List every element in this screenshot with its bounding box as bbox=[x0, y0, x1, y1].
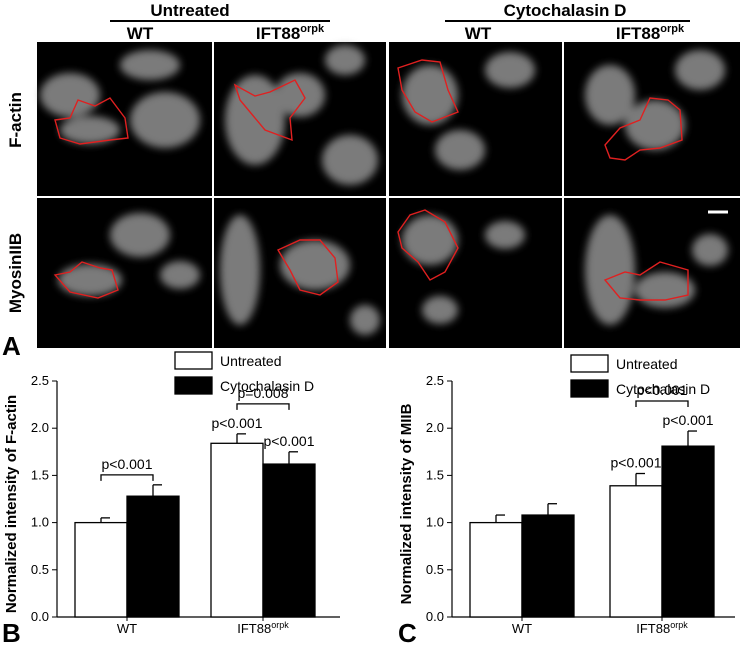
bar bbox=[210, 442, 264, 618]
bar bbox=[521, 514, 575, 618]
cell-outline bbox=[53, 59, 689, 301]
annotation: p<0.001 bbox=[264, 433, 315, 449]
annotation: p<0.001 bbox=[637, 382, 688, 398]
legend-label: Cytochalasin D bbox=[220, 378, 314, 394]
bar bbox=[74, 521, 128, 618]
row-title: MyosinIIB bbox=[6, 233, 25, 313]
x-tick-label-main: IFT88 bbox=[636, 621, 670, 636]
column-title: WT bbox=[465, 24, 492, 43]
y-tick-label: 0.0 bbox=[426, 609, 444, 624]
x-tick-label-sup: orpk bbox=[271, 620, 289, 630]
annotation: p=0.008 bbox=[238, 385, 289, 401]
x-tick-label: WT bbox=[512, 621, 532, 636]
legend-label: Untreated bbox=[220, 353, 281, 369]
legend-swatch bbox=[570, 354, 609, 373]
annotation: p<0.001 bbox=[102, 456, 153, 472]
x-tick-label-main: IFT88 bbox=[237, 621, 271, 636]
legend-label: Cytochalasin D bbox=[616, 381, 710, 397]
y-tick-label: 2.0 bbox=[31, 420, 49, 435]
y-tick-label: 0.5 bbox=[426, 562, 444, 577]
micrographs bbox=[37, 42, 740, 348]
y-tick-label: 0.5 bbox=[31, 562, 49, 577]
bar bbox=[262, 463, 316, 618]
column-title: WT bbox=[127, 24, 154, 43]
panel-label: B bbox=[2, 618, 21, 646]
y-tick-label: 2.5 bbox=[31, 373, 49, 388]
cell-signal bbox=[40, 45, 728, 335]
y-axis-title: Normalized intensity of MIIB bbox=[398, 403, 415, 604]
column-title-main: IFT88 bbox=[256, 24, 300, 43]
row-title: F-actin bbox=[6, 92, 25, 148]
y-tick-label: 1.0 bbox=[31, 515, 49, 530]
significance-bracket bbox=[100, 474, 154, 481]
legend-swatch bbox=[174, 351, 213, 370]
group-title: Cytochalasin D bbox=[504, 1, 627, 20]
bar bbox=[126, 495, 180, 618]
column-title-sup: orpk bbox=[300, 23, 325, 35]
column-title-sup: orpk bbox=[660, 23, 685, 35]
x-tick-label-sup: orpk bbox=[670, 620, 688, 630]
column-title-main: IFT88 bbox=[616, 24, 660, 43]
legend-swatch bbox=[174, 376, 213, 395]
y-tick-label: 1.5 bbox=[426, 467, 444, 482]
bar bbox=[661, 445, 715, 618]
x-tick-label-main: WT bbox=[117, 621, 137, 636]
panel-label: C bbox=[398, 618, 417, 646]
legend-label: Untreated bbox=[616, 356, 677, 372]
column-title: IFT88orpk bbox=[256, 23, 325, 43]
y-tick-label: 1.5 bbox=[31, 467, 49, 482]
x-tick-label: IFT88orpk bbox=[636, 620, 688, 636]
y-tick-label: 1.0 bbox=[426, 515, 444, 530]
bar bbox=[469, 521, 523, 618]
group-title: Untreated bbox=[150, 1, 229, 20]
y-axis-title: Normalized intensity of F-actin bbox=[3, 395, 20, 613]
panel-label: A bbox=[2, 331, 21, 361]
annotation: p<0.001 bbox=[611, 455, 662, 471]
significance-bracket bbox=[635, 400, 689, 408]
legend-swatch bbox=[570, 379, 609, 398]
y-tick-label: 2.5 bbox=[426, 373, 444, 388]
significance-bracket bbox=[236, 403, 290, 410]
annotation: p<0.001 bbox=[663, 412, 714, 428]
x-tick-label: IFT88orpk bbox=[237, 620, 289, 636]
column-title: IFT88orpk bbox=[616, 23, 685, 43]
y-tick-label: 0.0 bbox=[31, 609, 49, 624]
y-tick-label: 2.0 bbox=[426, 420, 444, 435]
x-tick-label: WT bbox=[117, 621, 137, 636]
x-tick-label-main: WT bbox=[512, 621, 532, 636]
charts: 0.0 0.5 1.0 1.5 2.0 2.5 Normalized intensity o… bbox=[2, 351, 735, 646]
bar bbox=[609, 485, 663, 618]
annotation: p<0.001 bbox=[212, 415, 263, 431]
